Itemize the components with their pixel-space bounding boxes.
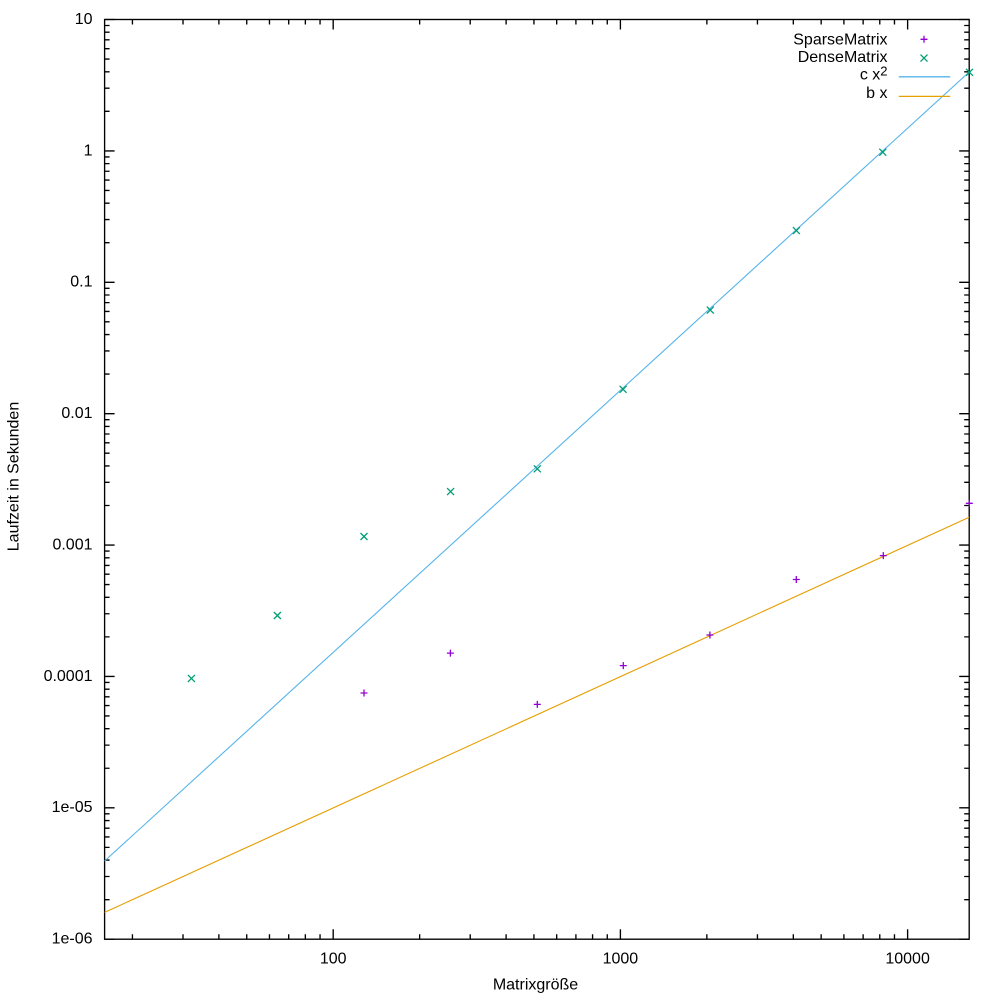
svg-text:0.0001: 0.0001 <box>44 668 93 685</box>
svg-text:0.01: 0.01 <box>61 405 92 422</box>
svg-text:c x2: c x2 <box>860 64 888 84</box>
svg-text:0.1: 0.1 <box>70 274 92 291</box>
svg-text:Matrixgröße: Matrixgröße <box>493 976 578 993</box>
svg-text:1e-05: 1e-05 <box>52 799 93 816</box>
svg-text:1000: 1000 <box>603 950 639 967</box>
svg-text:Laufzeit in Sekunden: Laufzeit in Sekunden <box>6 402 23 551</box>
svg-text:b x: b x <box>866 85 887 102</box>
svg-text:1e-06: 1e-06 <box>52 931 93 948</box>
svg-text:DenseMatrix: DenseMatrix <box>798 49 888 66</box>
svg-text:0.001: 0.001 <box>52 536 92 553</box>
svg-text:SparseMatrix: SparseMatrix <box>793 32 887 49</box>
svg-text:10: 10 <box>75 11 93 28</box>
svg-text:1: 1 <box>84 142 93 159</box>
svg-text:100: 100 <box>320 950 347 967</box>
svg-text:10000: 10000 <box>885 950 930 967</box>
